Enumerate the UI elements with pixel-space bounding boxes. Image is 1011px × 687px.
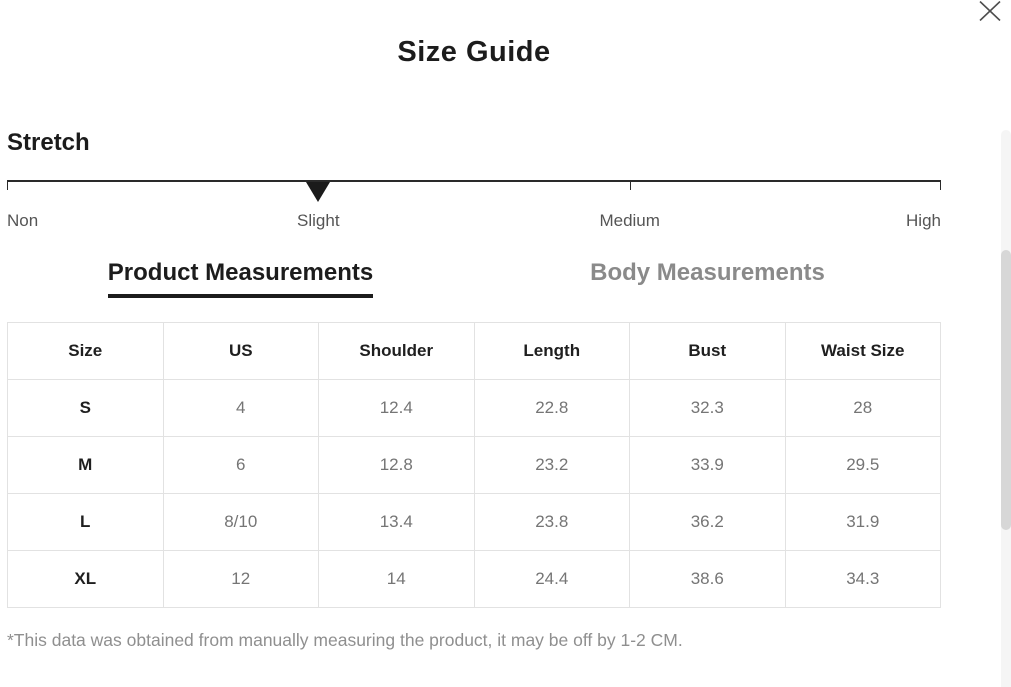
tab-product-measurements-label: Product Measurements [107, 259, 374, 298]
measurements-tabs: Product Measurements Body Measurements [7, 259, 941, 298]
table-row: S 4 12.4 22.8 32.3 28 [7, 379, 941, 437]
col-header-bust: Bust [629, 322, 786, 380]
stretch-slider-line [7, 180, 941, 182]
stretch-level-non: Non [7, 211, 39, 230]
cell-waist: 31.9 [784, 493, 941, 551]
product-measurements-table: Size US Shoulder Length Bust Waist Size … [7, 322, 941, 608]
cell-length: 23.8 [473, 493, 630, 551]
cell-shoulder: 13.4 [318, 493, 475, 551]
table-row: M 6 12.8 23.2 33.9 29.5 [7, 436, 941, 494]
cell-us: 8/10 [162, 493, 319, 551]
cell-size: L [7, 493, 164, 551]
stretch-section-label: Stretch [7, 129, 90, 156]
close-icon[interactable] [979, 1, 1001, 21]
cell-us: 12 [162, 550, 319, 608]
scrollbar-track[interactable] [1001, 130, 1011, 687]
cell-bust: 38.6 [629, 550, 786, 608]
stretch-level-medium: Medium [599, 211, 660, 230]
tab-body-measurements[interactable]: Body Measurements [474, 259, 941, 298]
stretch-level-labels: Non Slight Medium High [7, 211, 941, 231]
stretch-marker-icon [306, 182, 331, 202]
cell-length: 24.4 [473, 550, 630, 608]
table-row: L 8/10 13.4 23.8 36.2 31.9 [7, 493, 941, 551]
col-header-size: Size [7, 322, 164, 380]
cell-bust: 36.2 [629, 493, 786, 551]
col-header-us: US [162, 322, 319, 380]
stretch-tick-medium [629, 180, 631, 190]
stretch-level-slight: Slight [297, 211, 340, 230]
cell-us: 6 [162, 436, 319, 494]
table-header-row: Size US Shoulder Length Bust Waist Size [7, 322, 941, 380]
table-row: XL 12 14 24.4 38.6 34.3 [7, 550, 941, 608]
cell-waist: 34.3 [784, 550, 941, 608]
scrollbar-thumb[interactable] [1001, 250, 1011, 530]
stretch-tick-non [7, 180, 8, 190]
size-guide-modal: Size Guide Stretch Non Slight Medium Hig… [7, 0, 941, 651]
stretch-tick-high [940, 180, 941, 190]
stretch-level-high: High [906, 211, 941, 230]
cell-length: 22.8 [473, 379, 630, 437]
cell-bust: 32.3 [629, 379, 786, 437]
cell-size: M [7, 436, 164, 494]
cell-length: 23.2 [473, 436, 630, 494]
cell-waist: 29.5 [784, 436, 941, 494]
page-title: Size Guide [397, 36, 551, 68]
cell-size: XL [7, 550, 164, 608]
cell-shoulder: 12.8 [318, 436, 475, 494]
measurement-disclaimer: *This data was obtained from manually me… [7, 630, 683, 650]
stretch-slider: Non Slight Medium High [7, 180, 941, 232]
tab-product-measurements[interactable]: Product Measurements [7, 259, 474, 298]
tab-body-measurements-label: Body Measurements [590, 259, 825, 286]
col-header-waist-size: Waist Size [784, 322, 941, 380]
cell-bust: 33.9 [629, 436, 786, 494]
cell-us: 4 [162, 379, 319, 437]
cell-waist: 28 [784, 379, 941, 437]
cell-shoulder: 12.4 [318, 379, 475, 437]
col-header-shoulder: Shoulder [318, 322, 475, 380]
cell-shoulder: 14 [318, 550, 475, 608]
cell-size: S [7, 379, 164, 437]
col-header-length: Length [473, 322, 630, 380]
